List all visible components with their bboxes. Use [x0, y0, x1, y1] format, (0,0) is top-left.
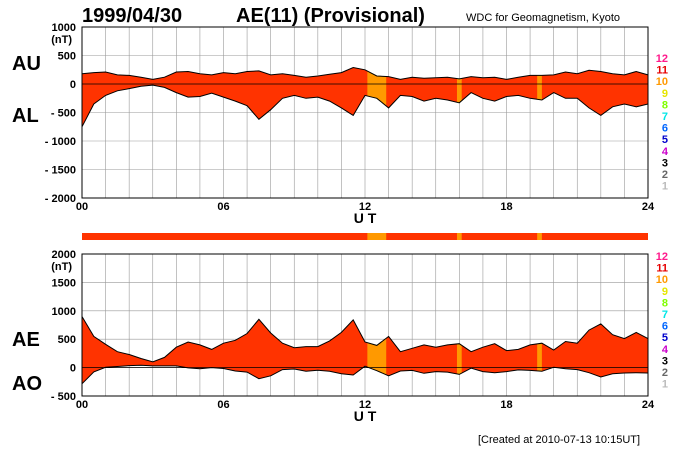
x-axis-label: U T [354, 408, 377, 424]
station-count-label: 5 [662, 134, 668, 146]
date-label: 1999/04/30 [82, 5, 182, 27]
plot-frame [81, 26, 649, 199]
x-tick-label: 12 [359, 399, 371, 411]
area-fill-highlight [456, 343, 462, 375]
y-tick-label: 500 [58, 334, 76, 346]
y-tick-label: 500 [58, 51, 76, 63]
al-side-label: AL [12, 105, 39, 127]
x-tick-label: 18 [500, 201, 512, 213]
availability-segment-alt [367, 233, 387, 240]
x-tick-label: 00 [76, 399, 88, 411]
station-count-label: 1 [662, 379, 668, 391]
y-tick-label: - 2000 [45, 193, 76, 205]
station-count-label: 9 [662, 88, 668, 100]
station-count-label: 10 [656, 274, 668, 286]
y-tick-label: - 1000 [45, 136, 76, 148]
area-fill [82, 67, 648, 127]
station-count-label: 4 [662, 146, 669, 158]
y-tick-label: 1000 [52, 306, 76, 318]
station-count-label: 12 [656, 251, 668, 263]
station-count-label: 6 [662, 321, 668, 333]
station-count-label: 7 [662, 309, 668, 321]
station-count-label: 2 [662, 367, 668, 379]
availability-segment-alt [456, 233, 462, 240]
y-tick-label: 1000 [52, 22, 76, 34]
area-fill [82, 316, 648, 384]
series-line-au [81, 66, 649, 80]
station-count-label: 3 [662, 355, 668, 367]
y-tick-label: - 500 [51, 108, 76, 120]
x-tick-label: 24 [642, 399, 655, 411]
area-fill-highlight [537, 75, 542, 100]
data-availability-bar [82, 233, 648, 240]
series-line-ae [81, 316, 649, 363]
y-tick-label: 0 [70, 79, 76, 91]
y-tick-label: 2000 [52, 249, 76, 261]
station-count-label: 5 [662, 332, 668, 344]
area-fill-highlight [537, 343, 542, 372]
x-tick-label: 06 [217, 399, 229, 411]
ae-ao-panel: 2000 1500 1000 500 0 - 500 (nT) 00 06 12 18 24 U T [51, 249, 655, 424]
y-tick-label: 1500 [52, 277, 76, 289]
x-axis-label: U T [354, 210, 377, 226]
area-fill-highlight [456, 78, 462, 103]
au-side-label: AU [12, 53, 41, 75]
area-fill-highlight [367, 338, 387, 375]
x-tick-label: 06 [217, 201, 229, 213]
y-tick-label: - 1500 [45, 165, 76, 177]
x-tick-label: 12 [359, 201, 371, 213]
y-unit-label: (nT) [51, 261, 72, 273]
created-label: [Created at 2010-07-13 10:15UT] [478, 434, 640, 446]
ao-side-label: AO [12, 373, 42, 395]
station-count-label: 12 [656, 53, 668, 65]
station-count-label: 2 [662, 169, 668, 181]
ae-side-label: AE [12, 329, 40, 351]
station-count-label: 1 [662, 181, 668, 193]
series-line-al [81, 84, 649, 128]
x-tick-label: 18 [500, 399, 512, 411]
area-fill-highlight [367, 71, 387, 106]
au-al-panel: 1000 500 0 - 500 - 1000 - 1500 - 2000 (nT) 00 06 1… [45, 22, 655, 226]
station-count-label: 4 [662, 344, 669, 356]
availability-segment-alt [537, 233, 542, 240]
availability-segment [82, 233, 648, 240]
station-count-label: 7 [662, 111, 668, 123]
y-unit-label: (nT) [51, 34, 72, 46]
station-count-label: 3 [662, 157, 668, 169]
x-tick-label: 24 [642, 201, 655, 213]
chart-title: AE(11) (Provisional) [236, 5, 425, 27]
x-tick-label: 00 [76, 201, 88, 213]
station-count-label: 8 [662, 297, 668, 309]
station-count-label: 11 [656, 65, 668, 77]
plot-frame [81, 253, 649, 397]
station-count-label: 6 [662, 123, 668, 135]
station-count-label: 8 [662, 99, 668, 111]
y-tick-label: 0 [70, 363, 76, 375]
station-count-label: 10 [656, 76, 668, 88]
source-label: WDC for Geomagnetism, Kyoto [466, 12, 620, 24]
station-count-label: 9 [662, 286, 668, 298]
station-count-label: 11 [656, 263, 668, 275]
y-tick-label: - 500 [51, 391, 76, 403]
